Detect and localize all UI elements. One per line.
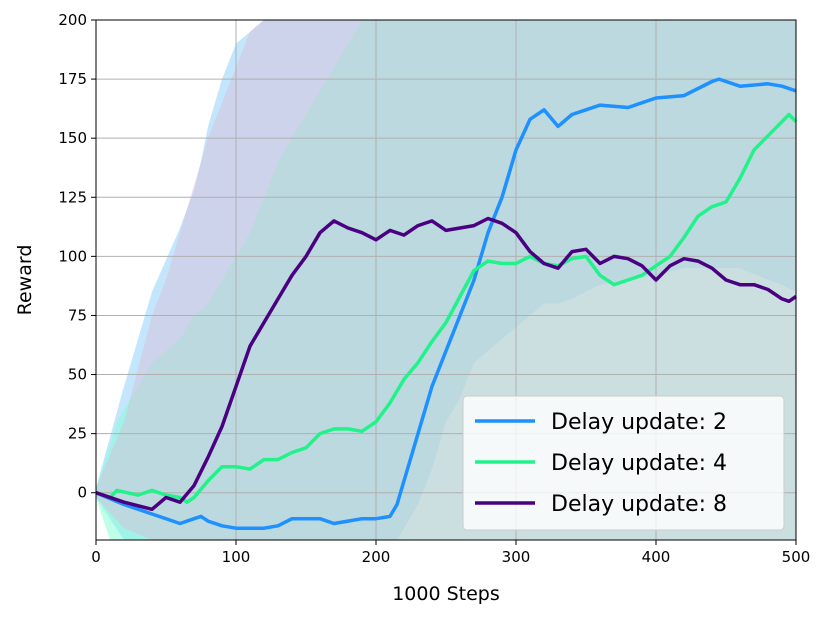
y-tick-label: 150 — [58, 129, 87, 147]
series-line-3 — [95, 216, 797, 512]
x-tick-label: 200 — [362, 548, 391, 566]
legend-box — [462, 395, 785, 531]
plot-frame — [95, 19, 797, 541]
y-tick-label: 75 — [68, 306, 87, 324]
y-tick-label: 50 — [68, 366, 87, 384]
legend-label-1: Delay update: 2 — [551, 410, 727, 435]
series-line-2 — [95, 112, 798, 504]
y-tick-label: 0 — [77, 484, 87, 502]
x-tick-label: 100 — [222, 548, 251, 566]
y-tick-label: 100 — [58, 247, 87, 265]
series-line-1 — [95, 77, 797, 530]
legend: Delay update: 2 Delay update: 4 Delay upda… — [462, 395, 785, 531]
y-tick-label: 175 — [58, 70, 87, 88]
x-axis-ticks: 0 100 200 300 400 500 — [91, 540, 810, 566]
y-axis-title: Reward — [14, 245, 36, 316]
x-tick-label: 300 — [502, 548, 531, 566]
x-tick-label: 400 — [642, 548, 671, 566]
x-tick-label: 500 — [782, 548, 811, 566]
legend-label-3: Delay update: 8 — [551, 492, 727, 517]
legend-label-2: Delay update: 4 — [551, 451, 727, 476]
y-tick-label: 25 — [68, 425, 87, 443]
y-tick-label: 200 — [58, 11, 87, 29]
y-axis-ticks: 0 25 50 75 100 125 150 175 200 — [58, 11, 96, 502]
y-tick-label: 125 — [58, 188, 87, 206]
series-lines — [95, 77, 798, 530]
x-axis-title: 1000 Steps — [392, 583, 500, 605]
x-tick-label: 0 — [91, 548, 101, 566]
